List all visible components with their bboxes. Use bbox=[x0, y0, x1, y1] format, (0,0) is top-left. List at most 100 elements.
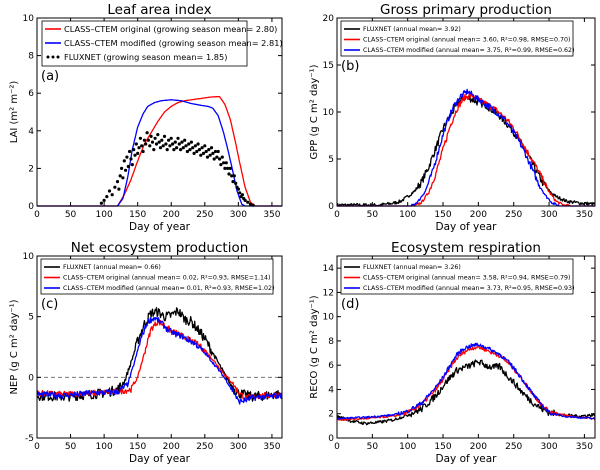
data-point bbox=[113, 185, 117, 189]
legend-entry: CLASS–CTEM original (annual mean= 0.02, … bbox=[63, 275, 271, 282]
data-point bbox=[205, 155, 210, 159]
data-point bbox=[243, 198, 247, 202]
y-tick-label: 10 bbox=[323, 313, 335, 323]
data-point bbox=[132, 148, 136, 152]
data-point bbox=[149, 134, 153, 138]
y-axis-label: RECO (g C m² day⁻¹) bbox=[309, 295, 320, 398]
data-point bbox=[107, 189, 112, 193]
data-point bbox=[223, 166, 227, 170]
x-tick-label: 300 bbox=[540, 210, 557, 220]
x-tick-label: 150 bbox=[129, 442, 146, 452]
data-point bbox=[165, 148, 169, 152]
x-tick-label: 250 bbox=[505, 210, 522, 220]
data-point bbox=[146, 138, 150, 142]
data-point bbox=[167, 138, 171, 142]
data-point bbox=[184, 144, 188, 148]
legend-entry: CLASS–CTEM modified (annual mean= 3.73, … bbox=[363, 285, 575, 292]
data-point bbox=[128, 149, 132, 154]
data-point bbox=[117, 187, 121, 191]
panel-a: Leaf area index 0 50 100 150 200 250 300 350 0 2 4 6… bbox=[9, 2, 283, 233]
x-tick-label: 200 bbox=[163, 210, 180, 220]
x-axis-label: Day of year bbox=[436, 221, 498, 233]
x-tick-label: 350 bbox=[576, 210, 593, 220]
x-tick-label: 300 bbox=[230, 442, 247, 452]
plot-frame bbox=[36, 17, 283, 207]
series-line-class-ctem-modified bbox=[37, 99, 282, 207]
y-tick-label: -5 bbox=[25, 434, 34, 444]
data-point bbox=[153, 136, 157, 140]
data-point bbox=[196, 142, 200, 146]
data-point bbox=[173, 140, 177, 144]
data-point bbox=[176, 136, 180, 140]
legend: CLASS–CTEM original (growing season mean… bbox=[41, 20, 283, 67]
data-point bbox=[191, 146, 195, 150]
series-line-class-ctem-original bbox=[37, 95, 282, 207]
legend-box bbox=[340, 20, 574, 57]
data-point bbox=[134, 142, 138, 146]
data-point bbox=[122, 159, 126, 163]
y-tick-label: 5 bbox=[28, 313, 34, 323]
legend: FLUXNET (annual mean= 3.92) CLASS–CTEM or… bbox=[340, 20, 575, 57]
data-point bbox=[193, 144, 197, 148]
data-point bbox=[120, 166, 124, 170]
data-point bbox=[121, 176, 125, 180]
series-line-class-ctem-original bbox=[337, 92, 595, 207]
x-axis-label: Day of year bbox=[129, 221, 191, 233]
data-point bbox=[148, 144, 152, 148]
data-point bbox=[216, 149, 220, 154]
data-point bbox=[156, 133, 160, 137]
x-tick-label: 50 bbox=[367, 442, 379, 452]
data-point bbox=[162, 134, 167, 138]
data-point bbox=[110, 193, 114, 197]
legend-entry: FLUXNET (annual mean= 3.26) bbox=[363, 264, 461, 271]
x-tick-label: 100 bbox=[399, 442, 416, 452]
y-tick-label: 14 bbox=[323, 264, 335, 274]
data-point bbox=[232, 174, 236, 178]
data-point bbox=[161, 144, 165, 148]
legend-entry: CLASS–CTEM original (growing season mean… bbox=[64, 24, 277, 34]
data-point bbox=[145, 131, 149, 135]
x-tick-label: 0 bbox=[34, 210, 40, 220]
data-point bbox=[207, 148, 211, 152]
data-point bbox=[220, 155, 224, 159]
legend-box bbox=[340, 258, 574, 295]
data-point bbox=[224, 161, 228, 165]
data-point bbox=[240, 193, 244, 197]
legend-entry: FLUXNET (annual mean= 3.92) bbox=[363, 26, 461, 33]
x-tick-label: 100 bbox=[399, 210, 416, 220]
legend-entry: CLASS–CTEM modified (growing season mean… bbox=[64, 38, 283, 48]
data-point bbox=[227, 172, 231, 176]
y-tick-label: 4 bbox=[328, 385, 334, 395]
data-point bbox=[168, 144, 172, 148]
data-point bbox=[246, 200, 250, 204]
data-point bbox=[195, 149, 199, 154]
data-point bbox=[137, 146, 141, 150]
y-tick-label: 2 bbox=[28, 164, 34, 174]
data-point bbox=[99, 201, 103, 205]
x-tick-label: 350 bbox=[576, 442, 593, 452]
y-tick-label: 12 bbox=[323, 288, 334, 298]
series-fluxnet bbox=[99, 131, 255, 207]
plot-frame bbox=[336, 255, 596, 439]
legend-entry: FLUXNET (growing season mean= 1.85) bbox=[64, 52, 227, 62]
data-point bbox=[169, 136, 173, 140]
panel-label: (a) bbox=[41, 69, 59, 84]
data-point bbox=[158, 146, 163, 150]
data-point bbox=[234, 181, 238, 185]
data-point bbox=[130, 163, 134, 167]
x-tick-label: 150 bbox=[434, 442, 451, 452]
y-tick-label: 20 bbox=[323, 14, 335, 24]
data-point bbox=[212, 157, 216, 161]
legend-marker bbox=[46, 55, 50, 59]
data-point bbox=[138, 136, 142, 140]
y-tick-label: 2 bbox=[328, 410, 334, 420]
y-tick-label: 0 bbox=[28, 373, 34, 383]
x-tick-label: 350 bbox=[263, 210, 280, 220]
chart-title: Gross primary production bbox=[380, 2, 552, 18]
series-line-class-ctem-modified bbox=[36, 317, 283, 405]
data-point bbox=[209, 146, 214, 150]
x-tick-label: 0 bbox=[334, 442, 340, 452]
data-point bbox=[172, 148, 176, 152]
y-tick-label: 0 bbox=[28, 202, 34, 212]
